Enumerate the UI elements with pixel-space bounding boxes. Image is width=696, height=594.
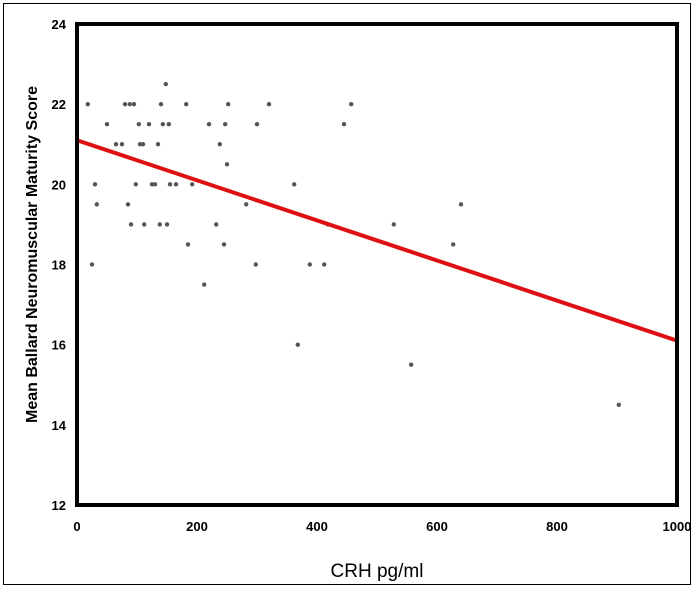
data-point <box>166 122 171 127</box>
data-point <box>322 262 327 267</box>
x-tick-label: 0 <box>73 519 80 534</box>
data-point <box>158 101 164 107</box>
data-point <box>266 101 272 107</box>
data-point <box>295 342 300 347</box>
x-tick-label: 400 <box>306 519 328 534</box>
data-point <box>173 182 179 187</box>
data-point <box>152 182 158 187</box>
data-point <box>160 122 165 127</box>
data-point <box>89 262 95 267</box>
data-point <box>157 222 162 227</box>
data-point <box>221 242 227 247</box>
data-point <box>226 101 231 107</box>
data-point <box>125 202 131 207</box>
y-tick-label: 14 <box>52 418 67 433</box>
data-point <box>167 182 173 187</box>
data-point <box>127 101 132 107</box>
x-axis-label: CRH pg/ml <box>331 561 424 582</box>
data-point <box>131 101 137 107</box>
data-point <box>254 122 260 127</box>
data-point <box>133 182 138 187</box>
data-point <box>451 242 456 247</box>
x-tick-label: 1000 <box>663 519 692 534</box>
data-point <box>214 222 219 227</box>
data-point <box>409 362 414 367</box>
y-axis-ticks: 12 14 16 18 20 22 24 <box>52 17 67 513</box>
scatter-chart: 12 14 16 18 20 22 24 0 200 400 600 800 1000 Mean Ba… <box>24 17 691 582</box>
y-tick-label: 20 <box>52 177 66 192</box>
data-point <box>458 202 464 207</box>
data-point <box>253 262 258 267</box>
data-point <box>184 101 189 107</box>
data-point <box>119 142 125 147</box>
data-point <box>136 122 141 127</box>
x-axis-ticks: 0 200 400 600 800 1000 <box>73 519 691 534</box>
data-point <box>307 262 312 267</box>
data-point <box>185 242 191 247</box>
y-tick-label: 24 <box>52 17 67 32</box>
data-point <box>140 142 146 147</box>
data-point <box>292 182 297 187</box>
data-point <box>206 122 212 127</box>
data-point <box>391 222 396 227</box>
data-point <box>122 101 128 107</box>
data-point <box>85 101 91 107</box>
data-point <box>146 122 152 127</box>
data-point <box>164 222 170 227</box>
data-point <box>113 142 119 147</box>
data-point <box>341 122 347 127</box>
data-point <box>190 182 195 187</box>
x-tick-label: 800 <box>546 519 568 534</box>
data-point <box>217 142 222 147</box>
trend-line-group <box>76 138 678 343</box>
data-point <box>92 182 98 187</box>
data-points <box>85 81 621 407</box>
y-axis-label: Mean Ballard Neuromuscular Maturity Scor… <box>24 86 41 423</box>
y-tick-label: 18 <box>52 258 66 273</box>
data-point <box>104 122 110 127</box>
data-point <box>163 81 168 87</box>
data-point <box>128 222 134 227</box>
data-point <box>616 402 621 407</box>
data-point <box>94 202 100 207</box>
x-tick-label: 200 <box>186 519 208 534</box>
y-tick-label: 16 <box>52 338 66 353</box>
data-point <box>202 282 207 287</box>
data-point <box>224 162 230 167</box>
trend-line <box>76 138 678 343</box>
data-point <box>223 122 228 127</box>
data-point <box>349 101 354 107</box>
y-tick-label: 22 <box>52 97 66 112</box>
data-point <box>244 202 249 207</box>
chart-frame: 12 14 16 18 20 22 24 0 200 400 600 800 1000 Mean Ba… <box>3 3 691 585</box>
data-point <box>155 142 161 147</box>
y-tick-label: 12 <box>52 498 66 513</box>
data-point <box>142 222 147 227</box>
x-tick-label: 600 <box>426 519 448 534</box>
plot-area <box>75 22 679 507</box>
